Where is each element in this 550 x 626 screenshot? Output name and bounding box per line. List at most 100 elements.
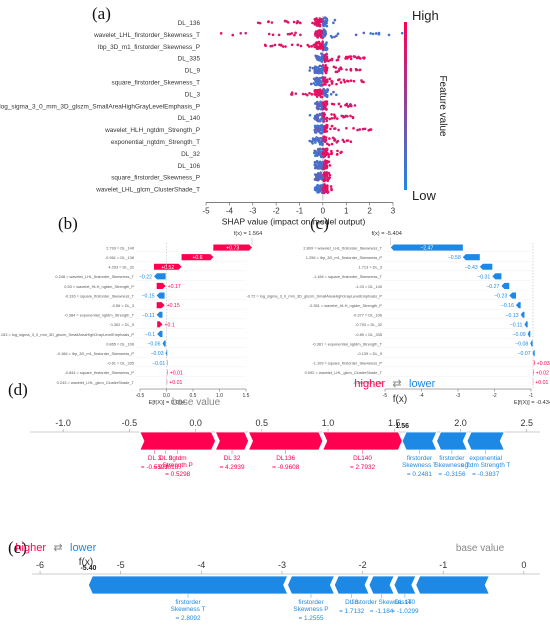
- beeswarm-point: [231, 33, 235, 37]
- beeswarm-point: [340, 67, 343, 71]
- waterfall-bar: [520, 311, 525, 318]
- force-feature-label: firstorder SkewnessT: [352, 599, 412, 606]
- waterfall-bar: [156, 311, 163, 318]
- beeswarm-point: [316, 68, 320, 72]
- bar-value-label: +0.01: [535, 380, 548, 386]
- beeswarm-point: [330, 188, 333, 192]
- beeswarm-point: [315, 34, 319, 38]
- beeswarm-point: [329, 185, 333, 188]
- feature-label: -0.384 = exponential_ngtdm_Strength_T: [64, 313, 134, 318]
- beeswarm-point: [315, 152, 319, 155]
- beeswarm-point: [347, 79, 350, 83]
- force-segment: [139, 431, 216, 451]
- x-tick-label: -6: [36, 560, 44, 570]
- beeswarm-point: [318, 119, 322, 123]
- beeswarm-point: [343, 80, 347, 84]
- beeswarm-point: [318, 147, 322, 151]
- beeswarm-point: [323, 106, 327, 109]
- x-tick-label: -1: [439, 560, 447, 570]
- x-tick-label: 1.0: [216, 393, 223, 399]
- x-tick-label: -5: [202, 207, 210, 216]
- beeswarm-point: [313, 70, 317, 73]
- x-tick-label: 1: [344, 207, 349, 216]
- beeswarm-point: [335, 117, 339, 120]
- bar-value-label: −0.16: [501, 303, 514, 309]
- waterfall-bar: [153, 273, 166, 280]
- feature-label: square_firstorder_Skewness_T: [112, 80, 201, 87]
- feature-label: -1.109 = square_firstorder_Skewness_P: [312, 361, 382, 366]
- beeswarm-point: [330, 36, 334, 39]
- beeswarm-point: [321, 142, 324, 146]
- beeswarm-point: [313, 128, 317, 132]
- force-feature-label: DL136: [276, 455, 295, 462]
- beeswarm-point: [330, 142, 334, 146]
- beeswarm-point: [318, 17, 322, 20]
- beeswarm-point: [342, 140, 346, 144]
- beeswarm-point: [319, 185, 323, 189]
- beeswarm-point: [313, 65, 317, 68]
- x-tick-label: 0: [321, 207, 326, 216]
- beeswarm-point: [319, 103, 323, 106]
- beeswarm-point: [353, 55, 357, 58]
- beeswarm-point: [310, 140, 313, 143]
- x-tick-label: 1.5: [388, 418, 401, 428]
- beeswarm-point: [317, 22, 321, 26]
- beeswarm-point: [317, 102, 321, 106]
- beeswarm-point: [325, 142, 329, 146]
- x-tick-label: 0: [521, 560, 526, 570]
- feature-label: 4.293 = DL_32: [108, 265, 134, 270]
- beeswarm-point: [314, 166, 317, 170]
- bar-value-label: +0.1: [164, 322, 174, 328]
- beeswarm-point: [325, 46, 329, 50]
- beeswarm-point: [284, 45, 287, 48]
- beeswarm-point: [296, 20, 300, 24]
- bar-value-label: +0.01: [170, 370, 183, 376]
- beeswarm-point: [349, 104, 352, 107]
- beeswarm-point: [315, 101, 319, 104]
- beeswarm-point: [349, 57, 353, 61]
- bar-value-label: −0.01: [152, 361, 165, 367]
- beeswarm-point: [315, 188, 319, 192]
- beeswarm-point: [313, 21, 317, 25]
- beeswarm-point: [330, 80, 334, 84]
- beeswarm-point: [324, 89, 328, 93]
- beeswarm-point: [349, 68, 353, 71]
- feature-label: wavelet_LHL_firstorder_Skewness_T: [93, 32, 200, 39]
- x-tick-label: -5: [383, 393, 388, 399]
- beeswarm-point: [315, 136, 318, 139]
- beeswarm-point: [351, 115, 355, 119]
- feature-label: lbp_3D_m1_firstorder_Skewness_P: [98, 44, 200, 51]
- waterfall-bar: [532, 350, 535, 357]
- force-feature-label: DL 9: [159, 455, 173, 462]
- beeswarm-point: [324, 16, 327, 20]
- beeswarm-point: [308, 66, 312, 69]
- force-feature-value: = -1.0299: [391, 608, 419, 615]
- beeswarm-point: [327, 155, 331, 159]
- beeswarm-point: [308, 91, 311, 95]
- x-tick-label: -4: [197, 560, 205, 570]
- beeswarm-point: [320, 55, 323, 59]
- beeswarm-point: [342, 78, 346, 82]
- beeswarm-point: [329, 127, 332, 131]
- x-tick-label: -2: [492, 393, 497, 399]
- beeswarm-point: [317, 138, 321, 141]
- beeswarm-point: [322, 137, 325, 141]
- beeswarm-point: [258, 21, 262, 25]
- beeswarm-point: [317, 140, 321, 143]
- beeswarm-point: [322, 31, 326, 34]
- beeswarm-point: [323, 23, 327, 27]
- waterfall-bar: [509, 292, 516, 299]
- beeswarm-point: [314, 115, 318, 118]
- fx-label: f(x) = -5.404: [372, 231, 402, 237]
- beeswarm-point: [340, 150, 343, 154]
- beeswarm-point: [313, 160, 317, 164]
- bar-value-label: +0.52: [161, 265, 174, 271]
- force-feature-label: firstorder: [407, 455, 433, 462]
- beeswarm-point: [319, 100, 322, 104]
- waterfall-bar: [156, 302, 165, 309]
- beeswarm-point: [387, 33, 391, 37]
- beeswarm-point: [319, 107, 323, 111]
- beeswarm-point: [316, 166, 319, 170]
- x-tick-label: 1.5: [243, 393, 250, 399]
- beeswarm-point: [311, 142, 314, 145]
